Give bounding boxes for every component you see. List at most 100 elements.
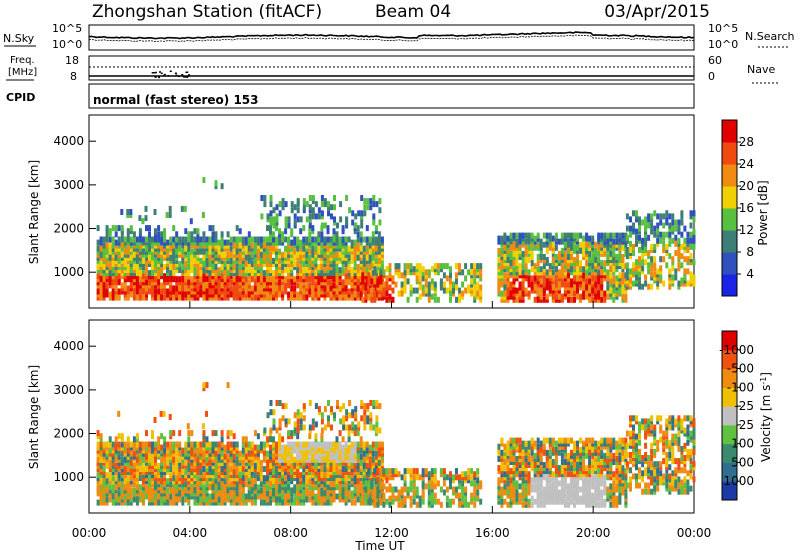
data-cell <box>224 445 227 451</box>
data-cell <box>540 239 543 245</box>
data-cell <box>354 406 357 412</box>
data-cell <box>431 480 434 486</box>
data-cell <box>348 412 351 418</box>
data-cell <box>665 216 668 222</box>
data-cell <box>379 499 382 505</box>
data-cell <box>443 288 446 294</box>
data-cell <box>671 226 674 232</box>
data-cell <box>361 490 364 496</box>
data-cell <box>609 278 612 284</box>
data-cell <box>233 454 236 460</box>
colorbar-swatch <box>722 120 737 143</box>
data-cell <box>112 289 115 295</box>
data-cell <box>221 442 224 448</box>
data-cell <box>467 269 470 275</box>
data-cell <box>169 472 172 478</box>
data-cell <box>452 282 455 288</box>
data-cell <box>641 259 644 265</box>
data-cell <box>381 237 384 243</box>
data-cell <box>245 436 248 442</box>
data-cell <box>416 487 419 493</box>
data-cell <box>227 252 230 258</box>
data-cell <box>407 263 410 269</box>
data-cell <box>632 250 635 256</box>
data-cell <box>546 294 549 300</box>
data-cell <box>680 278 683 284</box>
data-cell <box>361 297 364 303</box>
data-cell <box>638 271 641 277</box>
data-cell <box>160 246 163 252</box>
data-cell <box>103 237 106 243</box>
data-cell <box>169 246 172 252</box>
data-cell <box>181 264 184 270</box>
data-cell <box>476 282 479 288</box>
data-cell <box>671 213 674 219</box>
data-cell <box>129 209 132 215</box>
data-cell <box>410 496 413 502</box>
data-cell <box>428 282 431 288</box>
data-cell <box>112 243 115 249</box>
data-cell <box>345 267 348 273</box>
data-cell <box>372 457 375 463</box>
data-cell <box>284 282 287 288</box>
data-cell <box>199 442 202 448</box>
data-cell <box>561 294 564 300</box>
data-cell <box>320 487 323 493</box>
data-cell <box>647 262 650 268</box>
data-cell <box>166 478 169 484</box>
data-cell <box>348 246 351 252</box>
data-cell <box>470 269 473 275</box>
data-cell <box>187 258 190 264</box>
data-cell <box>389 272 392 278</box>
power-colorbar-label: Power [dB] <box>756 180 770 245</box>
data-cell <box>296 451 299 457</box>
colorbar-swatch <box>722 142 737 165</box>
data-cell <box>366 463 369 469</box>
data-cell <box>202 466 205 472</box>
data-cell <box>327 421 330 427</box>
data-cell <box>428 269 431 275</box>
data-cell <box>236 481 239 487</box>
data-cell <box>109 472 112 478</box>
data-cell <box>635 275 638 281</box>
data-cell <box>378 237 381 243</box>
data-cell <box>665 232 668 238</box>
data-cell <box>233 442 236 448</box>
data-cell <box>221 466 224 472</box>
data-cell <box>336 494 339 500</box>
data-cell <box>269 252 272 258</box>
data-cell <box>299 240 302 246</box>
data-cell <box>303 403 306 409</box>
data-cell <box>121 282 124 288</box>
data-cell <box>413 468 416 474</box>
data-cell <box>299 267 302 273</box>
data-cell <box>106 478 109 484</box>
data-cell <box>392 468 395 474</box>
data-cell <box>690 210 693 216</box>
data-cell <box>281 285 284 291</box>
data-cell <box>290 497 293 503</box>
data-cell <box>127 475 130 481</box>
data-cell <box>422 480 425 486</box>
freq-dot <box>186 76 188 78</box>
data-cell <box>662 256 665 262</box>
data-cell <box>254 237 257 243</box>
data-cell <box>267 412 270 418</box>
data-cell <box>410 468 413 474</box>
data-cell <box>564 251 567 257</box>
data-cell <box>446 288 449 294</box>
data-cell <box>428 471 431 477</box>
data-cell <box>254 295 257 301</box>
data-cell <box>644 275 647 281</box>
data-cell <box>419 269 422 275</box>
data-cell <box>519 233 522 239</box>
data-cell <box>163 273 166 279</box>
data-cell <box>395 263 398 269</box>
data-cell <box>106 442 109 448</box>
data-cell <box>690 253 693 259</box>
data-cell <box>233 433 236 439</box>
data-cell <box>196 279 199 285</box>
data-cell <box>686 268 689 274</box>
data-cell <box>308 289 311 295</box>
data-cell <box>395 487 398 493</box>
